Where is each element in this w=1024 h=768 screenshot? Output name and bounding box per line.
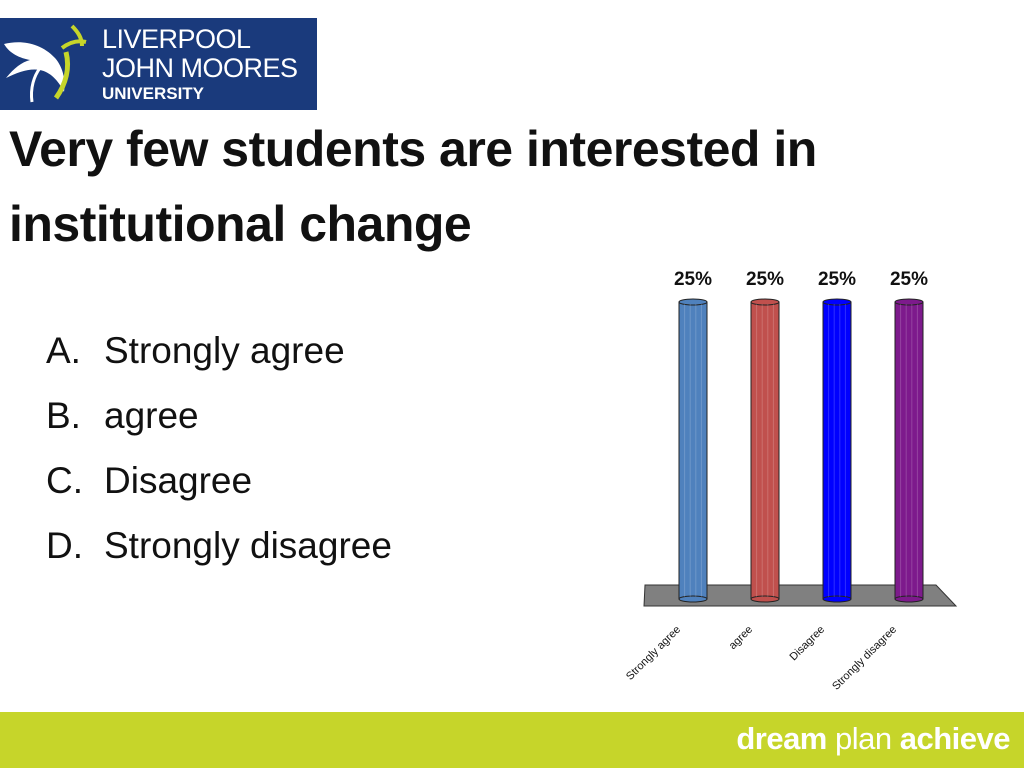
option-letter: C. (46, 460, 83, 501)
poll-results-chart: 25% Strongly agree 25% agree 25% Disagree 25% S… (624, 269, 958, 693)
answer-option-d: D. Strongly disagree (46, 513, 392, 578)
bar-base-4 (894, 595, 924, 603)
data-label-2: 25% (746, 269, 784, 290)
answer-option-c: C. Disagree (46, 448, 392, 513)
category-label-1: Strongly agree (624, 624, 683, 683)
slogan-word-plan: plan (835, 721, 892, 756)
option-text: agree (104, 395, 199, 436)
option-text: Strongly agree (104, 330, 345, 371)
option-letter: A. (46, 330, 81, 371)
data-label-3: 25% (818, 269, 856, 290)
bar-2 (750, 301, 780, 600)
answer-option-b: B. agree (46, 383, 392, 448)
slide-title: Very few students are interested in inst… (9, 121, 817, 252)
slogan-word-achieve: achieve (899, 721, 1011, 756)
category-label-2: agree (727, 624, 755, 652)
logo-line-3: UNIVERSITY (102, 84, 205, 103)
slogan-word-dream: dream (736, 721, 827, 756)
bar-top-3 (822, 298, 852, 306)
liverbird-icon (4, 24, 87, 103)
bar-4 (894, 301, 924, 600)
category-label-4: Strongly disagree (830, 624, 899, 693)
logo-line-1: LIVERPOOL (102, 24, 251, 54)
data-label-4: 25% (890, 269, 928, 290)
footer-slogan: dream plan achieve (736, 721, 1010, 757)
bar-1 (678, 301, 708, 600)
answer-option-a: A. Strongly agree (46, 318, 392, 383)
bar-base-1 (678, 595, 708, 603)
logo-line-2: JOHN MOORES (102, 53, 298, 83)
category-label-3: Disagree (788, 624, 828, 664)
option-letter: D. (46, 525, 83, 566)
option-text: Strongly disagree (104, 525, 392, 566)
university-logo: LIVERPOOL JOHN MOORES UNIVERSITY (0, 18, 317, 110)
bar-base-2 (750, 595, 780, 603)
footer-bar: dream plan achieve (0, 712, 1024, 768)
answer-options: A. Strongly agree B. agree C. Disagree D. St… (46, 318, 392, 578)
bar-top-4 (894, 298, 924, 306)
bar-top-2 (750, 298, 780, 306)
option-text: Disagree (104, 460, 253, 501)
option-letter: B. (46, 395, 81, 436)
bar-top-1 (678, 298, 708, 306)
bar-3 (822, 301, 852, 600)
bar-base-3 (822, 595, 852, 603)
data-label-1: 25% (674, 269, 712, 290)
